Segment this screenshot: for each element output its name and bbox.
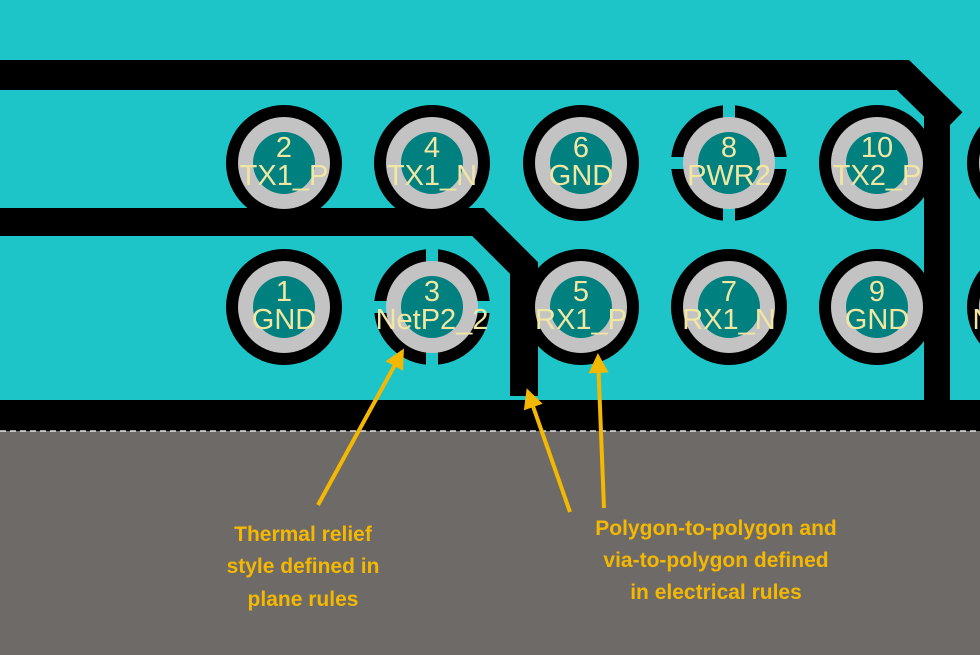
pad-net-label: GND	[845, 304, 909, 336]
pad-hole	[698, 132, 760, 194]
pad-number: 4	[424, 132, 440, 164]
electrical-callout-line-1: Polygon-to-polygon and	[595, 517, 836, 540]
pad-hole	[253, 132, 315, 194]
pad-number: 7	[721, 276, 737, 308]
pad-net-label: RX1_N	[682, 304, 776, 336]
pad-net-label: TX1_N	[387, 160, 477, 192]
thermal-callout-line-2: style defined in	[227, 555, 380, 578]
electrical-callout-line-2: via-to-polygon defined	[603, 549, 828, 572]
pad-hole	[550, 132, 612, 194]
pad-grid: 2TX1_P4TX1_N6GND8PWR210TX2_P1GND3NetP2_2…	[226, 101, 980, 369]
pad-number: 1	[276, 276, 292, 308]
pad-net-label: TX2_P	[833, 160, 922, 192]
thermal-callout-line-3: plane rules	[248, 588, 359, 611]
pad-number: 6	[573, 132, 589, 164]
electrical-callout-line-3: in electrical rules	[630, 581, 802, 604]
pad-hole	[401, 132, 463, 194]
pad-net-label: NetP2_2	[376, 304, 489, 336]
pad-edge-net-fragment: N	[973, 304, 980, 336]
pad-hole	[846, 276, 908, 338]
pad-net-label: RX1_P	[535, 304, 627, 336]
pad-hole	[253, 276, 315, 338]
pad-net-label: GND	[549, 160, 613, 192]
pad-hole	[401, 276, 463, 338]
middle-track	[0, 208, 538, 396]
polygon-clearance-arrow	[523, 388, 572, 513]
pad-net-label: GND	[252, 304, 316, 336]
pad-hole	[846, 132, 908, 194]
bottom-clearance	[0, 400, 980, 431]
pad-number: 10	[861, 132, 893, 164]
pad-number: 9	[869, 276, 885, 308]
callout-arrows	[316, 348, 609, 513]
pad-net-label: TX1_P	[240, 160, 329, 192]
clearance-gaps	[0, 60, 980, 431]
pad-hole	[698, 276, 760, 338]
pad-number: 8	[721, 132, 737, 164]
pad-net-label: PWR2	[687, 160, 771, 192]
pad-number: 5	[573, 276, 589, 308]
pad-hole	[550, 276, 612, 338]
pad-number: 3	[424, 276, 440, 308]
thermal-arrow	[316, 348, 404, 506]
via-clearance-arrow	[588, 353, 609, 509]
top-track	[0, 60, 963, 134]
pad-number: 2	[276, 132, 292, 164]
thermal-callout-line-1: Thermal relief	[234, 523, 373, 546]
